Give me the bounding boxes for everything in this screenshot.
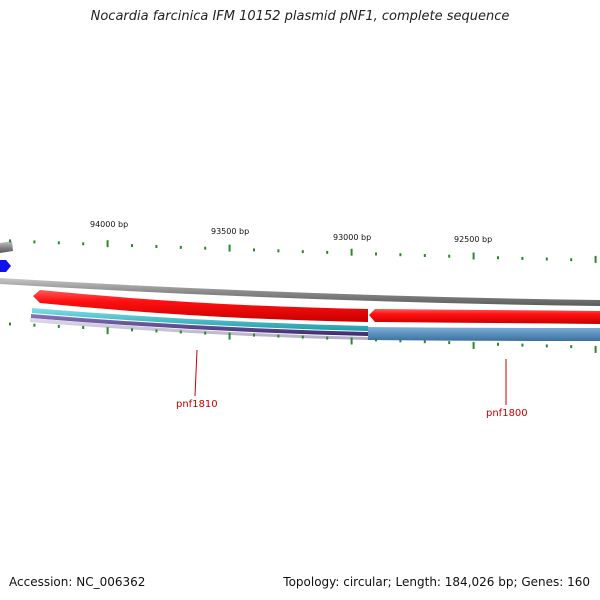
ruler-ticks-outer: [9, 239, 597, 263]
ruler-label-94000: 94000 bp: [90, 220, 128, 229]
ruler-label-92500: 92500 bp: [454, 235, 492, 244]
map-title: Nocardia farcinica IFM 10152 plasmid pNF…: [90, 9, 510, 24]
accession-text: Accession: NC_006362: [9, 575, 146, 589]
ruler-ticks-inner: [9, 322, 597, 353]
track-lavender: [30, 318, 368, 340]
backbone-track: [0, 278, 600, 306]
gene-pnf1810-forward: [33, 290, 368, 322]
track-teal: [32, 308, 368, 331]
gene-pnf1800-forward: [369, 309, 600, 324]
marker-arrow: [0, 260, 11, 272]
gene-label-pnf1800[interactable]: pnf1800: [486, 408, 528, 419]
leader-pnf1810: [194, 349, 198, 397]
ruler-label-93500: 93500 bp: [211, 227, 249, 236]
summary-text: Topology: circular; Length: 184,026 bp; …: [283, 575, 590, 589]
track-steelblue: [368, 327, 600, 341]
ruler-label-93000: 93000 bp: [333, 233, 371, 242]
track-purple: [31, 314, 368, 336]
track-stub-gray: [0, 241, 13, 253]
gene-label-pnf1810[interactable]: pnf1810: [176, 399, 218, 410]
